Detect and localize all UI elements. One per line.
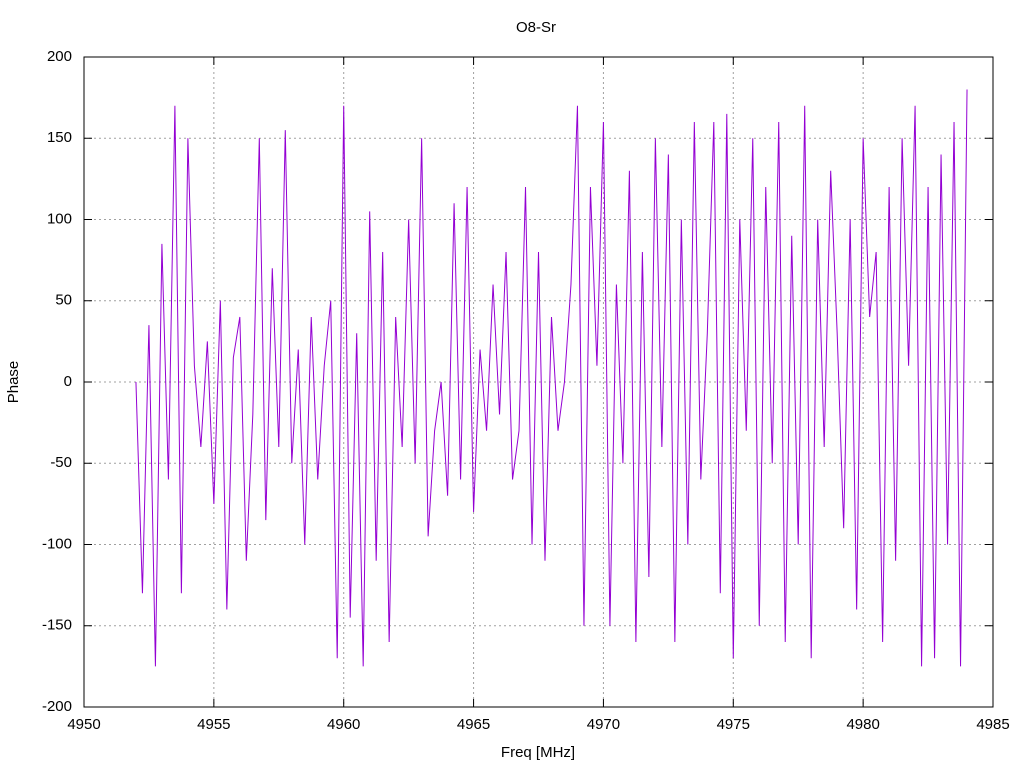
x-axis-label: Freq [MHz] xyxy=(501,744,575,761)
y-tick-label: -100 xyxy=(42,535,72,552)
y-tick-label: -150 xyxy=(42,617,72,634)
y-tick-label: 100 xyxy=(47,210,72,227)
y-tick-label: 200 xyxy=(47,48,72,65)
x-tick-label: 4975 xyxy=(717,716,750,733)
x-tick-label: 4985 xyxy=(976,716,1009,733)
x-tick-label: 4970 xyxy=(587,716,620,733)
x-tick-label: 4980 xyxy=(846,716,879,733)
y-tick-label: -200 xyxy=(42,698,72,715)
x-tick-label: 4965 xyxy=(457,716,490,733)
y-axis-label: Phase xyxy=(5,361,22,404)
chart-title: O8-Sr xyxy=(516,19,556,36)
y-tick-label: 150 xyxy=(47,129,72,146)
y-tick-label: 0 xyxy=(64,373,72,390)
x-tick-label: 4955 xyxy=(197,716,230,733)
data-line xyxy=(135,89,968,667)
y-tick-label: 50 xyxy=(55,292,72,309)
y-tick-label: -50 xyxy=(50,454,72,471)
plot-border xyxy=(83,56,994,708)
x-tick-label: 4960 xyxy=(327,716,360,733)
x-tick-label: 4950 xyxy=(67,716,100,733)
